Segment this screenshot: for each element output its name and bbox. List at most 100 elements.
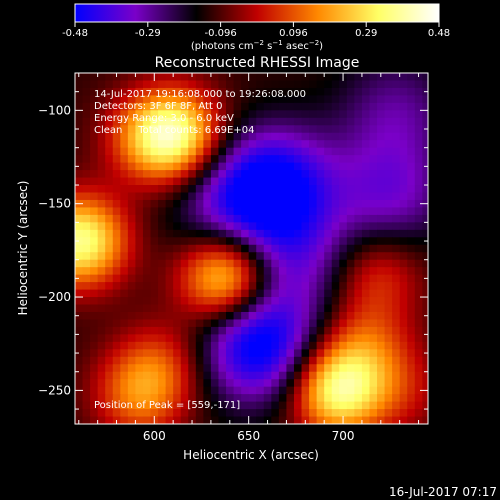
heatmap-cell: [263, 207, 272, 216]
heatmap-cell: [369, 155, 378, 164]
heatmap-cell: [165, 274, 174, 283]
heatmap-cell: [142, 192, 152, 201]
heatmap-cell: [248, 252, 257, 261]
heatmap-cell: [142, 401, 152, 410]
heatmap-cell: [263, 282, 272, 291]
heatmap-cell: [392, 401, 401, 410]
heatmap-cell: [158, 80, 167, 89]
heatmap-cell: [384, 311, 393, 320]
heatmap-cell: [361, 311, 370, 320]
heatmap-cell: [120, 214, 129, 223]
heatmap-cell: [180, 185, 189, 193]
heatmap-cell: [369, 297, 378, 306]
heatmap-cell: [195, 282, 204, 291]
heatmap-cell: [127, 319, 136, 328]
heatmap-cell: [120, 244, 129, 253]
heatmap-cell: [135, 267, 144, 276]
heatmap-cell: [165, 117, 174, 126]
heatmap-cell: [263, 297, 272, 306]
heatmap-cell: [127, 341, 136, 350]
heatmap-cell: [203, 214, 212, 223]
heatmap-cell: [248, 162, 257, 171]
heatmap-cell: [263, 140, 272, 149]
heatmap-cell: [226, 147, 235, 156]
heatmap-cell: [150, 244, 159, 253]
heatmap-cell: [346, 371, 355, 380]
heatmap-cell: [384, 147, 393, 156]
heatmap-cell: [203, 304, 212, 313]
heatmap-cell: [384, 132, 393, 141]
heatmap-cell: [248, 177, 257, 186]
heatmap-cell: [195, 334, 204, 343]
heatmap-cell: [422, 185, 428, 193]
heatmap-cell: [399, 326, 408, 335]
heatmap-cell: [324, 147, 333, 156]
heatmap-cell: [195, 326, 204, 335]
heatmap-cell: [407, 386, 416, 395]
heatmap-cell: [120, 394, 129, 403]
heatmap-cell: [188, 297, 197, 306]
heatmap-cell: [369, 162, 378, 171]
heatmap-cell: [316, 147, 325, 156]
heatmap-cell: [150, 110, 159, 119]
heatmap-cell: [105, 162, 114, 171]
heatmap-cell: [414, 379, 423, 388]
heatmap-cell: [248, 259, 257, 268]
heatmap-cell: [339, 155, 348, 164]
heatmap-cell: [75, 326, 84, 335]
heatmap-cell: [82, 222, 91, 231]
heatmap-cell: [369, 147, 378, 156]
heatmap-cell: [248, 319, 257, 328]
heatmap-cell: [165, 237, 174, 246]
heatmap-cell: [226, 185, 235, 193]
heatmap-cell: [331, 87, 340, 96]
heatmap-cell: [278, 147, 287, 156]
heatmap-cell: [422, 409, 428, 418]
heatmap-cell: [286, 409, 295, 418]
heatmap-cell: [158, 297, 167, 306]
heatmap-cell: [293, 170, 303, 179]
heatmap-cell: [384, 386, 393, 395]
heatmap-cell: [309, 192, 318, 201]
heatmap-cell: [369, 222, 378, 231]
heatmap-cell: [112, 341, 121, 350]
heatmap-cell: [210, 80, 219, 89]
heatmap-cell: [226, 267, 235, 276]
heatmap-cell: [248, 334, 257, 343]
heatmap-cell: [142, 162, 152, 171]
heatmap-cell: [210, 222, 219, 231]
heatmap-cell: [256, 222, 265, 231]
heatmap-cell: [75, 132, 84, 141]
heatmap-cell: [399, 110, 408, 119]
heatmap-cell: [384, 304, 393, 313]
heatmap-cell: [226, 87, 235, 96]
heatmap-cell: [241, 192, 250, 201]
heatmap-cell: [173, 349, 182, 358]
heatmap-cell: [414, 401, 423, 410]
heatmap-cell: [210, 207, 219, 216]
heatmap-cell: [422, 252, 428, 261]
heatmap-cell: [392, 95, 401, 104]
heatmap-cell: [127, 73, 136, 81]
heatmap-cell: [354, 341, 363, 350]
heatmap-cell: [135, 132, 144, 141]
heatmap-cell: [384, 125, 393, 134]
heatmap-cell: [90, 349, 99, 358]
heatmap-cell: [331, 229, 340, 238]
heatmap-cell: [301, 222, 310, 231]
heatmap-cell: [369, 379, 378, 388]
heatmap-cell: [226, 237, 235, 246]
heatmap-cell: [384, 177, 393, 186]
heatmap-cell: [263, 185, 272, 193]
heatmap-cell: [105, 297, 114, 306]
heatmap-cell: [226, 379, 235, 388]
heatmap-cell: [135, 102, 144, 111]
heatmap-cell: [120, 110, 129, 119]
heatmap-cell: [377, 386, 386, 395]
heatmap-cell: [407, 102, 416, 111]
heatmap-cell: [361, 95, 370, 104]
heatmap-cell: [271, 214, 280, 223]
heatmap-cell: [309, 102, 318, 111]
heatmap-cell: [361, 244, 370, 253]
heatmap-cell: [241, 409, 250, 418]
